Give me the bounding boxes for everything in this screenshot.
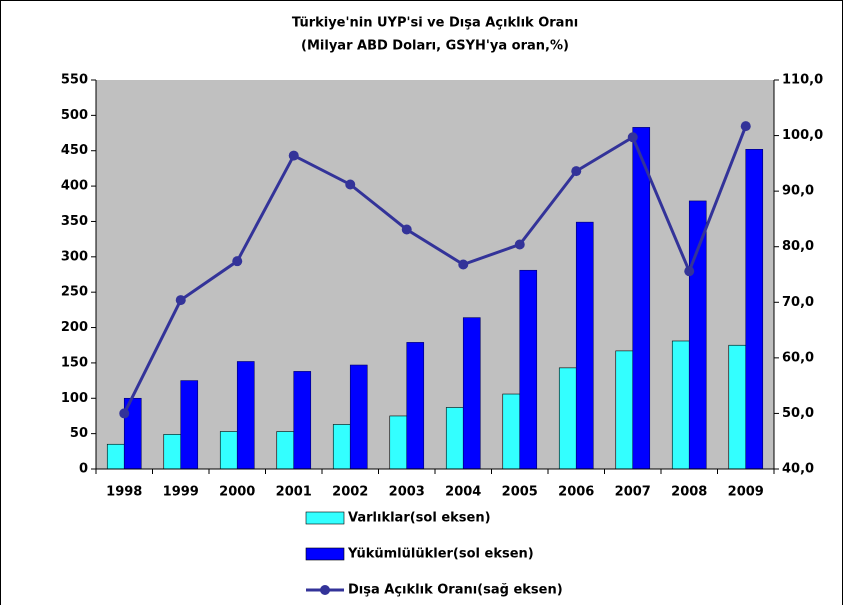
line-point bbox=[458, 259, 469, 270]
legend-marker bbox=[320, 585, 330, 595]
plot-area bbox=[96, 80, 774, 469]
y-tick-label: 150 bbox=[61, 355, 88, 370]
line-point bbox=[119, 408, 130, 419]
bar bbox=[558, 367, 577, 470]
x-tick-label: 2007 bbox=[615, 485, 651, 500]
y2-tick-label: 40,0 bbox=[782, 462, 814, 477]
x-tick-label: 2001 bbox=[276, 485, 312, 500]
bar bbox=[163, 434, 182, 470]
line-point bbox=[514, 239, 525, 250]
bar bbox=[445, 407, 464, 470]
line-point bbox=[571, 166, 582, 177]
line-point bbox=[232, 256, 243, 267]
x-tick-label: 2002 bbox=[332, 485, 368, 500]
x-tick-label: 2008 bbox=[671, 485, 707, 500]
line-point bbox=[175, 295, 186, 306]
y-tick-label: 100 bbox=[61, 391, 88, 406]
x-tick-label: 2009 bbox=[728, 485, 764, 500]
legend-label: Varlıklar(sol eksen) bbox=[348, 511, 491, 526]
legend-swatch bbox=[305, 511, 345, 525]
legend-label: Dışa Açıklık Oranı(sağ eksen) bbox=[348, 583, 563, 598]
y2-tick-label: 100,0 bbox=[782, 128, 823, 143]
line-point bbox=[627, 132, 638, 143]
x-tick-label: 2005 bbox=[502, 485, 538, 500]
bar bbox=[728, 344, 747, 470]
y-tick-label: 400 bbox=[61, 179, 88, 194]
y2-tick-label: 50,0 bbox=[782, 406, 814, 421]
bar bbox=[293, 371, 312, 470]
bar bbox=[276, 431, 295, 470]
y-tick-label: 250 bbox=[61, 285, 88, 300]
bar bbox=[180, 380, 199, 470]
bar bbox=[106, 443, 125, 470]
chart-subtitle: (Milyar ABD Doları, GSYH'ya oran,%) bbox=[301, 39, 569, 54]
y-tick-label: 300 bbox=[61, 249, 88, 264]
y-tick-label: 200 bbox=[61, 320, 88, 335]
bar bbox=[745, 149, 764, 470]
y-tick-label: 450 bbox=[61, 143, 88, 158]
x-tick-label: 2003 bbox=[389, 485, 425, 500]
legend-swatch bbox=[305, 547, 345, 561]
y-tick-label: 500 bbox=[61, 108, 88, 123]
line bbox=[122, 125, 748, 415]
bar bbox=[671, 340, 690, 470]
y2-tick-label: 70,0 bbox=[782, 295, 814, 310]
line-point bbox=[288, 150, 299, 161]
y2-tick-label: 110,0 bbox=[782, 73, 823, 88]
bar bbox=[389, 415, 408, 470]
bar bbox=[462, 317, 481, 470]
x-tick-label: 2004 bbox=[445, 485, 481, 500]
legend-label: Yükümlülükler(sol eksen) bbox=[347, 547, 534, 562]
bar bbox=[332, 424, 351, 470]
bar bbox=[575, 221, 594, 470]
x-tick-label: 2006 bbox=[558, 485, 594, 500]
bar bbox=[688, 200, 707, 470]
y2-tick-label: 60,0 bbox=[782, 350, 814, 365]
y-tick-label: 0 bbox=[79, 462, 88, 477]
x-tick-label: 1998 bbox=[106, 485, 142, 500]
bar bbox=[236, 361, 255, 470]
line-point bbox=[401, 224, 412, 235]
bar bbox=[519, 269, 538, 470]
bar bbox=[349, 364, 368, 470]
y2-tick-label: 80,0 bbox=[782, 239, 814, 254]
bar bbox=[502, 393, 521, 470]
x-tick-label: 1999 bbox=[163, 485, 199, 500]
y2-tick-label: 90,0 bbox=[782, 184, 814, 199]
bar bbox=[219, 431, 238, 470]
bar bbox=[632, 127, 651, 470]
y-tick-label: 350 bbox=[61, 214, 88, 229]
bar bbox=[406, 342, 425, 470]
y-tick-label: 50 bbox=[70, 426, 88, 441]
y-tick-label: 550 bbox=[61, 73, 88, 88]
line-point bbox=[684, 266, 695, 277]
x-tick-label: 2000 bbox=[219, 485, 255, 500]
line-point bbox=[345, 179, 356, 190]
bar bbox=[615, 350, 634, 470]
chart-title: Türkiye'nin UYP'si ve Dışa Açıklık Oranı bbox=[292, 16, 578, 31]
line-point bbox=[740, 121, 751, 132]
